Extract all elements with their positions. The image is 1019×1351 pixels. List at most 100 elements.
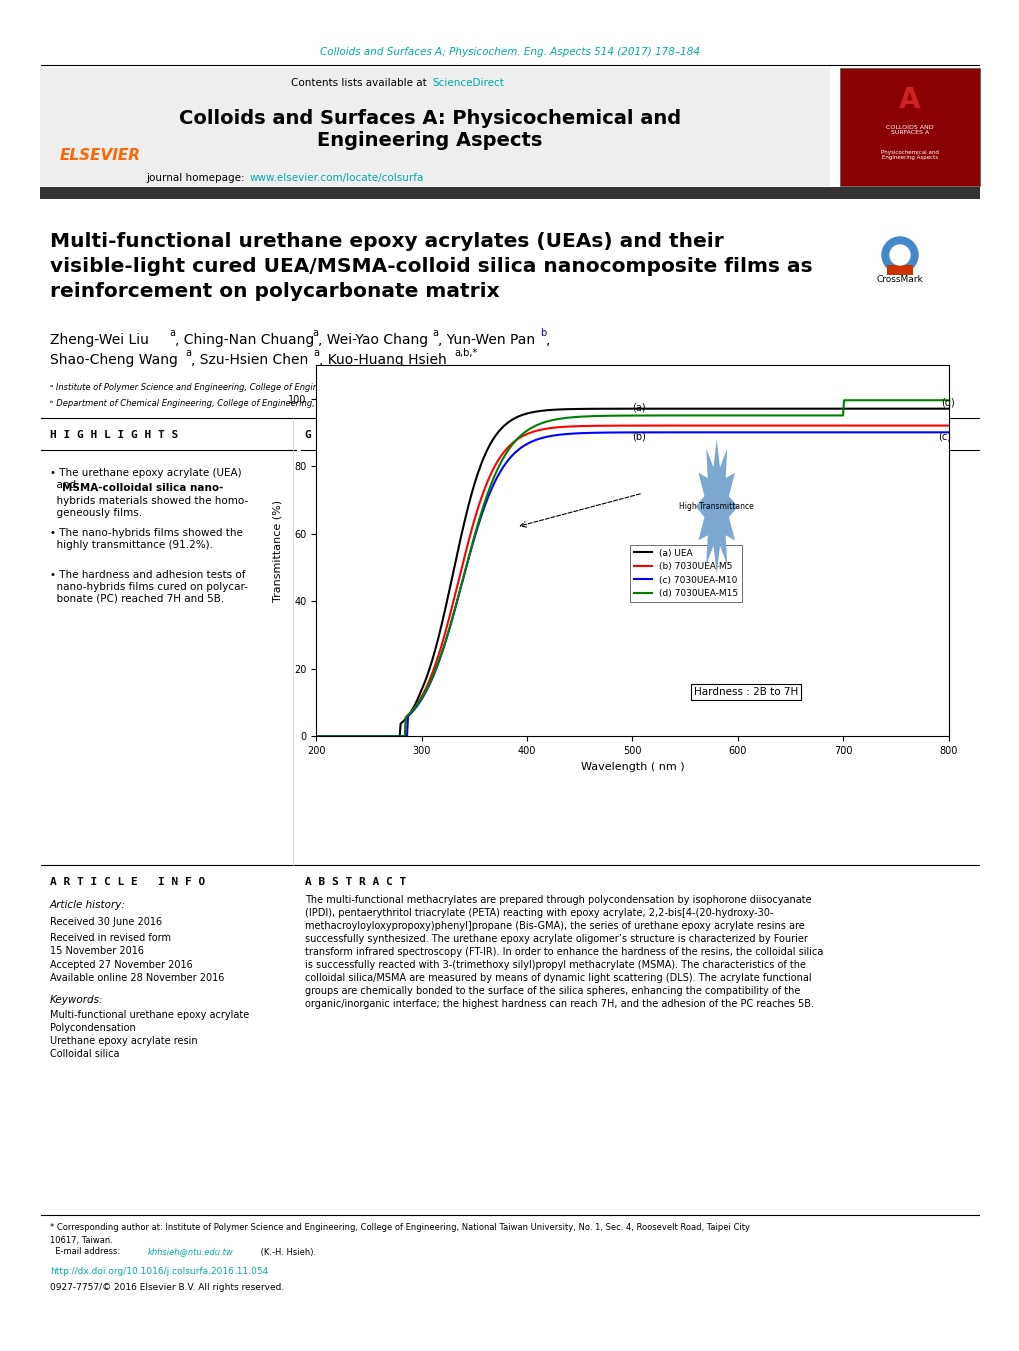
- Text: a: a: [184, 349, 191, 358]
- Text: , Kuo-Huang Hsieh: , Kuo-Huang Hsieh: [319, 353, 446, 367]
- (c) 7030UEA-M10: [596, 424, 608, 440]
- Text: a: a: [313, 349, 319, 358]
- (a) UEA: [310, 728, 322, 744]
- Text: methacroyloyloxypropoxy)phenyl]propane (Bis-GMA), the series of urethane epoxy a: methacroyloyloxypropoxy)phenyl]propane (…: [305, 921, 804, 931]
- (d) 7030UEA-M15: [942, 392, 954, 408]
- (b) 7030UEA-M5: [422, 676, 434, 692]
- Y-axis label: Transmittance (%): Transmittance (%): [272, 500, 282, 601]
- Bar: [40, 68, 829, 186]
- Text: (K.-H. Hsieh).: (K.-H. Hsieh).: [258, 1247, 316, 1256]
- (d) 7030UEA-M15: [472, 513, 484, 530]
- Text: a: a: [312, 328, 318, 338]
- Text: MSMA-colloidal silica nano-: MSMA-colloidal silica nano-: [62, 484, 223, 493]
- Text: , Szu-Hsien Chen: , Szu-Hsien Chen: [191, 353, 308, 367]
- Text: Zheng-Wei Liu: Zheng-Wei Liu: [50, 332, 149, 347]
- Text: http://dx.doi.org/10.1016/j.colsurfa.2016.11.054: http://dx.doi.org/10.1016/j.colsurfa.201…: [50, 1267, 268, 1277]
- (a) UEA: [682, 401, 694, 417]
- Text: • The nano-hybrids films showed the
  highly transmittance (91.2%).: • The nano-hybrids films showed the high…: [50, 528, 243, 550]
- (c) 7030UEA-M10: [422, 680, 434, 696]
- Text: (a): (a): [632, 403, 645, 412]
- (c) 7030UEA-M10: [472, 516, 484, 532]
- (b) 7030UEA-M5: [732, 417, 744, 434]
- Text: Shao-Cheng Wang: Shao-Cheng Wang: [50, 353, 177, 367]
- Text: 0927-7757/© 2016 Elsevier B.V. All rights reserved.: 0927-7757/© 2016 Elsevier B.V. All right…: [50, 1282, 284, 1292]
- (d) 7030UEA-M15: [786, 408, 798, 424]
- Text: (IPDI), pentaerythritol triacrylate (PETA) reacting with epoxy acrylate, 2,2-bis: (IPDI), pentaerythritol triacrylate (PET…: [305, 908, 772, 917]
- Text: Received 30 June 2016: Received 30 June 2016: [50, 917, 162, 927]
- (b) 7030UEA-M5: [682, 417, 694, 434]
- Text: 15 November 2016: 15 November 2016: [50, 946, 144, 957]
- (d) 7030UEA-M15: [422, 678, 434, 694]
- X-axis label: Wavelength ( nm ): Wavelength ( nm ): [580, 762, 684, 771]
- Text: Colloids and Surfaces A; Physicochem. Eng. Aspects 514 (2017) 178–184: Colloids and Surfaces A; Physicochem. En…: [320, 47, 699, 57]
- Text: colloidal silica/MSMA are measured by means of dynamic light scattering (DLS). T: colloidal silica/MSMA are measured by me…: [305, 973, 811, 984]
- (b) 7030UEA-M5: [310, 728, 322, 744]
- Text: A: A: [899, 86, 920, 113]
- (c) 7030UEA-M10: [310, 728, 322, 744]
- (d) 7030UEA-M15: [682, 408, 694, 424]
- Legend: (a) UEA, (b) 7030UEA-M5, (c) 7030UEA-M10, (d) 7030UEA-M15: (a) UEA, (b) 7030UEA-M5, (c) 7030UEA-M10…: [630, 544, 741, 601]
- (b) 7030UEA-M5: [596, 417, 608, 434]
- Text: groups are chemically bonded to the surface of the silica spheres, enhancing the: groups are chemically bonded to the surf…: [305, 986, 800, 996]
- Text: Hardness : 2B to 7H: Hardness : 2B to 7H: [693, 686, 798, 697]
- Text: Multi-functional urethane epoxy acrylates (UEAs) and their
visible-light cured U: Multi-functional urethane epoxy acrylate…: [50, 232, 812, 301]
- Text: is successfully reacted with 3-(trimethoxy silyl)propyl methacrylate (MSMA). The: is successfully reacted with 3-(trimetho…: [305, 961, 805, 970]
- Text: , Ching-Nan Chuang: , Ching-Nan Chuang: [175, 332, 314, 347]
- (a) UEA: [596, 401, 608, 417]
- Line: (b) 7030UEA-M5: (b) 7030UEA-M5: [316, 426, 948, 736]
- Text: High Transmittance: High Transmittance: [679, 503, 753, 511]
- (b) 7030UEA-M5: [942, 417, 954, 434]
- Text: Urethane epoxy acrylate resin: Urethane epoxy acrylate resin: [50, 1036, 198, 1046]
- Circle shape: [890, 245, 909, 265]
- Text: Keywords:: Keywords:: [50, 994, 103, 1005]
- Text: CrossMark: CrossMark: [875, 276, 922, 285]
- Text: Received in revised form: Received in revised form: [50, 934, 171, 943]
- Text: a: a: [432, 328, 437, 338]
- (d) 7030UEA-M15: [732, 408, 744, 424]
- Text: A R T I C L E   I N F O: A R T I C L E I N F O: [50, 877, 205, 888]
- Text: G R A P H I C A L   A B S T R A C T: G R A P H I C A L A B S T R A C T: [305, 430, 541, 440]
- Text: (d): (d): [941, 397, 954, 407]
- Polygon shape: [695, 439, 737, 574]
- Line: (a) UEA: (a) UEA: [316, 409, 948, 736]
- Text: Accepted 27 November 2016: Accepted 27 November 2016: [50, 961, 193, 970]
- Text: Polycondensation: Polycondensation: [50, 1023, 136, 1034]
- Text: Physicochemical and
Engineering Aspects: Physicochemical and Engineering Aspects: [880, 150, 938, 161]
- (a) UEA: [732, 401, 744, 417]
- Text: (c): (c): [937, 431, 950, 440]
- Text: , Wei-Yao Chang: , Wei-Yao Chang: [318, 332, 428, 347]
- (a) UEA: [786, 401, 798, 417]
- Text: organic/inorganic interface; the highest hardness can reach 7H, and the adhesion: organic/inorganic interface; the highest…: [305, 998, 813, 1009]
- (a) UEA: [422, 665, 434, 681]
- Text: , Yun-Wen Pan: , Yun-Wen Pan: [437, 332, 535, 347]
- Text: 10617, Taiwan.: 10617, Taiwan.: [50, 1236, 113, 1244]
- Bar: [887, 265, 912, 276]
- Text: geneously films.: geneously films.: [50, 508, 142, 517]
- Text: Available online 28 November 2016: Available online 28 November 2016: [50, 973, 224, 984]
- Line: (c) 7030UEA-M10: (c) 7030UEA-M10: [316, 432, 948, 736]
- Text: ,: ,: [545, 332, 550, 347]
- Text: ScienceDirect: ScienceDirect: [432, 78, 503, 88]
- Bar: [40, 186, 979, 199]
- (c) 7030UEA-M10: [786, 424, 798, 440]
- (d) 7030UEA-M15: [310, 728, 322, 744]
- Text: A B S T R A C T: A B S T R A C T: [305, 877, 406, 888]
- Text: khhsieh@ntu.edu.tw: khhsieh@ntu.edu.tw: [148, 1247, 233, 1256]
- Text: Multi-functional urethane epoxy acrylate: Multi-functional urethane epoxy acrylate: [50, 1011, 249, 1020]
- Text: Contents lists available at: Contents lists available at: [290, 78, 430, 88]
- Text: a: a: [169, 328, 175, 338]
- (a) UEA: [942, 401, 954, 417]
- Text: Colloidal silica: Colloidal silica: [50, 1048, 119, 1059]
- (a) UEA: [472, 462, 484, 478]
- Line: (d) 7030UEA-M15: (d) 7030UEA-M15: [316, 400, 948, 736]
- Text: E-mail address:: E-mail address:: [50, 1247, 122, 1256]
- Text: ᵇ Department of Chemical Engineering, College of Engineering, National Taiwan Un: ᵇ Department of Chemical Engineering, Co…: [50, 399, 669, 408]
- (c) 7030UEA-M10: [732, 424, 744, 440]
- Text: Article history:: Article history:: [50, 900, 125, 911]
- (b) 7030UEA-M5: [786, 417, 798, 434]
- Text: (b): (b): [632, 431, 646, 440]
- Bar: [840, 68, 979, 186]
- Text: * Corresponding author at: Institute of Polymer Science and Engineering, College: * Corresponding author at: Institute of …: [50, 1224, 749, 1232]
- Text: Colloids and Surfaces A: Physicochemical and
Engineering Aspects: Colloids and Surfaces A: Physicochemical…: [178, 109, 681, 150]
- (d) 7030UEA-M15: [596, 408, 608, 424]
